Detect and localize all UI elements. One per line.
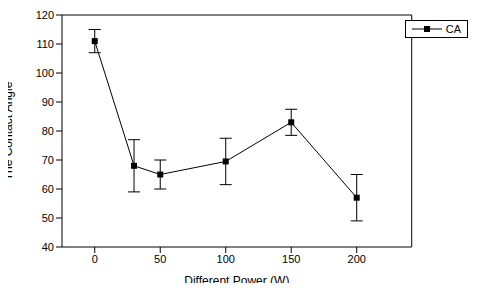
svg-text:The Contact Angle: The Contact Angle [8, 81, 15, 180]
svg-text:80: 80 [42, 125, 54, 137]
svg-text:0: 0 [92, 253, 98, 265]
svg-text:60: 60 [42, 183, 54, 195]
svg-text:50: 50 [154, 253, 166, 265]
svg-text:40: 40 [42, 241, 54, 253]
svg-text:110: 110 [36, 38, 54, 50]
svg-text:100: 100 [217, 253, 235, 265]
svg-text:Different Power (W): Different Power (W) [184, 274, 289, 283]
svg-text:90: 90 [42, 96, 54, 108]
svg-text:50: 50 [42, 212, 54, 224]
svg-text:70: 70 [42, 154, 54, 166]
svg-text:150: 150 [282, 253, 300, 265]
svg-text:100: 100 [36, 67, 54, 79]
html-text:CA: CA [445, 23, 461, 35]
svg-text:120: 120 [36, 9, 54, 21]
svg-text:200: 200 [348, 253, 366, 265]
